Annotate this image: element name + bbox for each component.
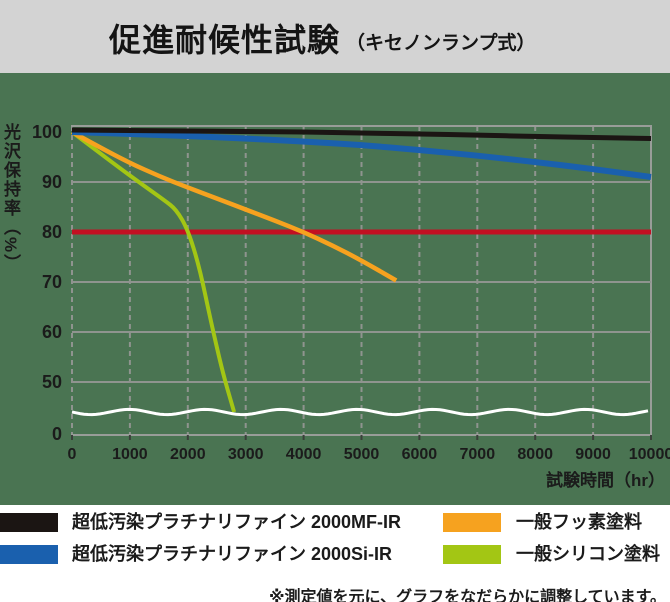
x-axis-title: 試験時間（hr）	[546, 470, 665, 490]
x-tick-labels: 0 1000 2000 3000 4000 5000 6000 7000 8000 9000 100…	[68, 446, 670, 463]
y-axis-break-wave	[71, 407, 649, 417]
svg-text:0: 0	[68, 446, 77, 463]
svg-text:50: 50	[42, 372, 62, 392]
legend-label-silicone-paint: 一般シリコン塗料	[516, 544, 660, 564]
svg-text:0: 0	[52, 424, 62, 444]
legend-swatch-silicone-paint	[443, 545, 501, 564]
x-axis-ticks	[71, 435, 652, 440]
series-line	[70, 130, 398, 283]
title-band: 促進耐候性試験 （キセノンランプ式）	[0, 0, 670, 73]
svg-text:80: 80	[42, 222, 62, 242]
series-line	[71, 127, 652, 141]
svg-text:10000: 10000	[629, 446, 670, 463]
page-subtitle: （キセノンランプ式）	[346, 33, 536, 54]
svg-text:70: 70	[42, 272, 62, 292]
title-row: 促進耐候性試験 （キセノンランプ式）	[109, 0, 535, 73]
legend-swatch-fluoro-paint	[443, 513, 501, 532]
footnote: ※測定値を元に、グラフをなだらかに調整しています。	[269, 589, 666, 602]
svg-text:9000: 9000	[575, 446, 611, 463]
svg-text:60: 60	[42, 322, 62, 342]
svg-text:8000: 8000	[517, 446, 553, 463]
svg-text:5000: 5000	[344, 446, 380, 463]
legend-label-2000mf-ir: 超低汚染プラチナリファイン 2000MF-IR	[72, 512, 402, 532]
series-line	[71, 129, 652, 180]
legend-swatch-2000si-ir	[0, 545, 58, 564]
legend-swatch-2000mf-ir	[0, 513, 58, 532]
svg-text:1000: 1000	[112, 446, 148, 463]
svg-text:6000: 6000	[402, 446, 438, 463]
svg-text:4000: 4000	[286, 446, 322, 463]
svg-text:7000: 7000	[460, 446, 496, 463]
page-title: 促進耐候性試験	[109, 22, 341, 58]
y-axis-title: 光沢保持率（%）	[1, 123, 20, 274]
series-line	[70, 130, 237, 413]
svg-text:2000: 2000	[170, 446, 206, 463]
legend: 超低汚染プラチナリファイン 2000MF-IR 超低汚染プラチナリファイン 20…	[0, 505, 670, 602]
legend-label-2000si-ir: 超低汚染プラチナリファイン 2000Si-IR	[72, 544, 393, 564]
y-tick-labels: 100 90 80 70 60 50 0	[32, 122, 62, 444]
vertical-gridlines	[71, 126, 652, 435]
svg-text:90: 90	[42, 172, 62, 192]
legend-label-fluoro-paint: 一般フッ素塗料	[516, 512, 642, 532]
chart-panel: 100 90 80 70 60 50 0 0 1000 2000 3000 4000 5000 6000 7…	[0, 73, 670, 505]
svg-text:100: 100	[32, 122, 62, 142]
svg-text:3000: 3000	[228, 446, 264, 463]
